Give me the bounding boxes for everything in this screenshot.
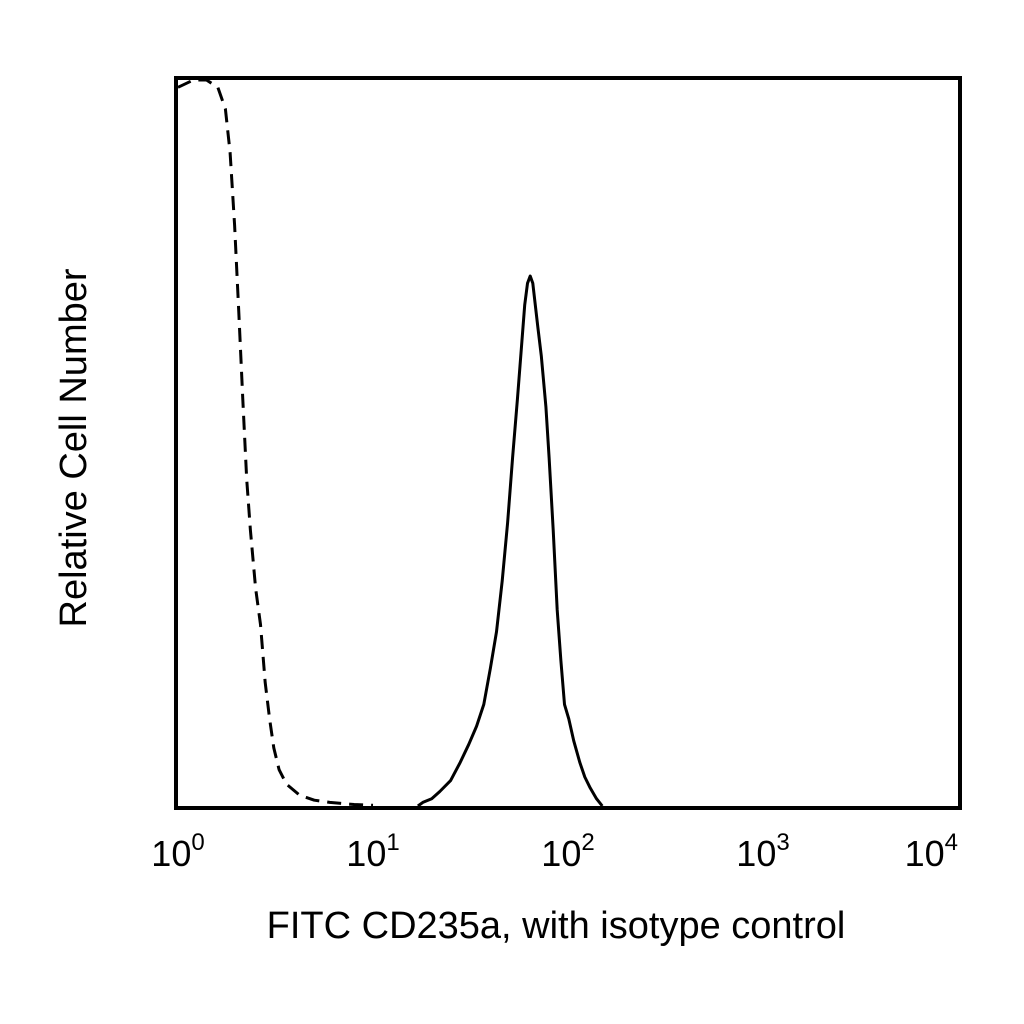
- x-axis-title: FITC CD235a, with isotype control: [267, 905, 846, 947]
- x-tick-label: 102: [541, 829, 594, 874]
- x-tick-label: 101: [346, 829, 399, 874]
- plot-frame: [174, 76, 962, 810]
- x-tick-label: 100: [151, 829, 204, 874]
- series-layer: [177, 78, 604, 808]
- x-tick-label: 103: [736, 829, 789, 874]
- cd235a-curve: [417, 274, 604, 808]
- y-axis-title: Relative Cell Number: [53, 268, 95, 627]
- x-tick-label: 104: [905, 829, 958, 874]
- x-tick-labels: 100 101 102 103 104: [151, 829, 958, 874]
